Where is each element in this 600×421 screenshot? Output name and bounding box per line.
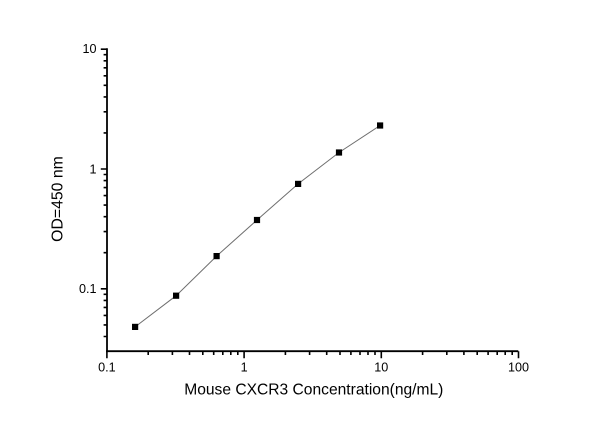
svg-text:OD=450 nm: OD=450 nm	[50, 156, 67, 242]
svg-text:0.1: 0.1	[79, 282, 97, 296]
svg-text:10: 10	[82, 42, 96, 56]
svg-text:10: 10	[374, 361, 388, 375]
svg-text:Mouse CXCR3 Concentration(ng/m: Mouse CXCR3 Concentration(ng/mL)	[184, 381, 443, 398]
svg-text:1: 1	[89, 162, 96, 176]
svg-text:100: 100	[508, 361, 529, 375]
svg-text:0.1: 0.1	[98, 361, 116, 375]
svg-text:1: 1	[241, 361, 248, 375]
